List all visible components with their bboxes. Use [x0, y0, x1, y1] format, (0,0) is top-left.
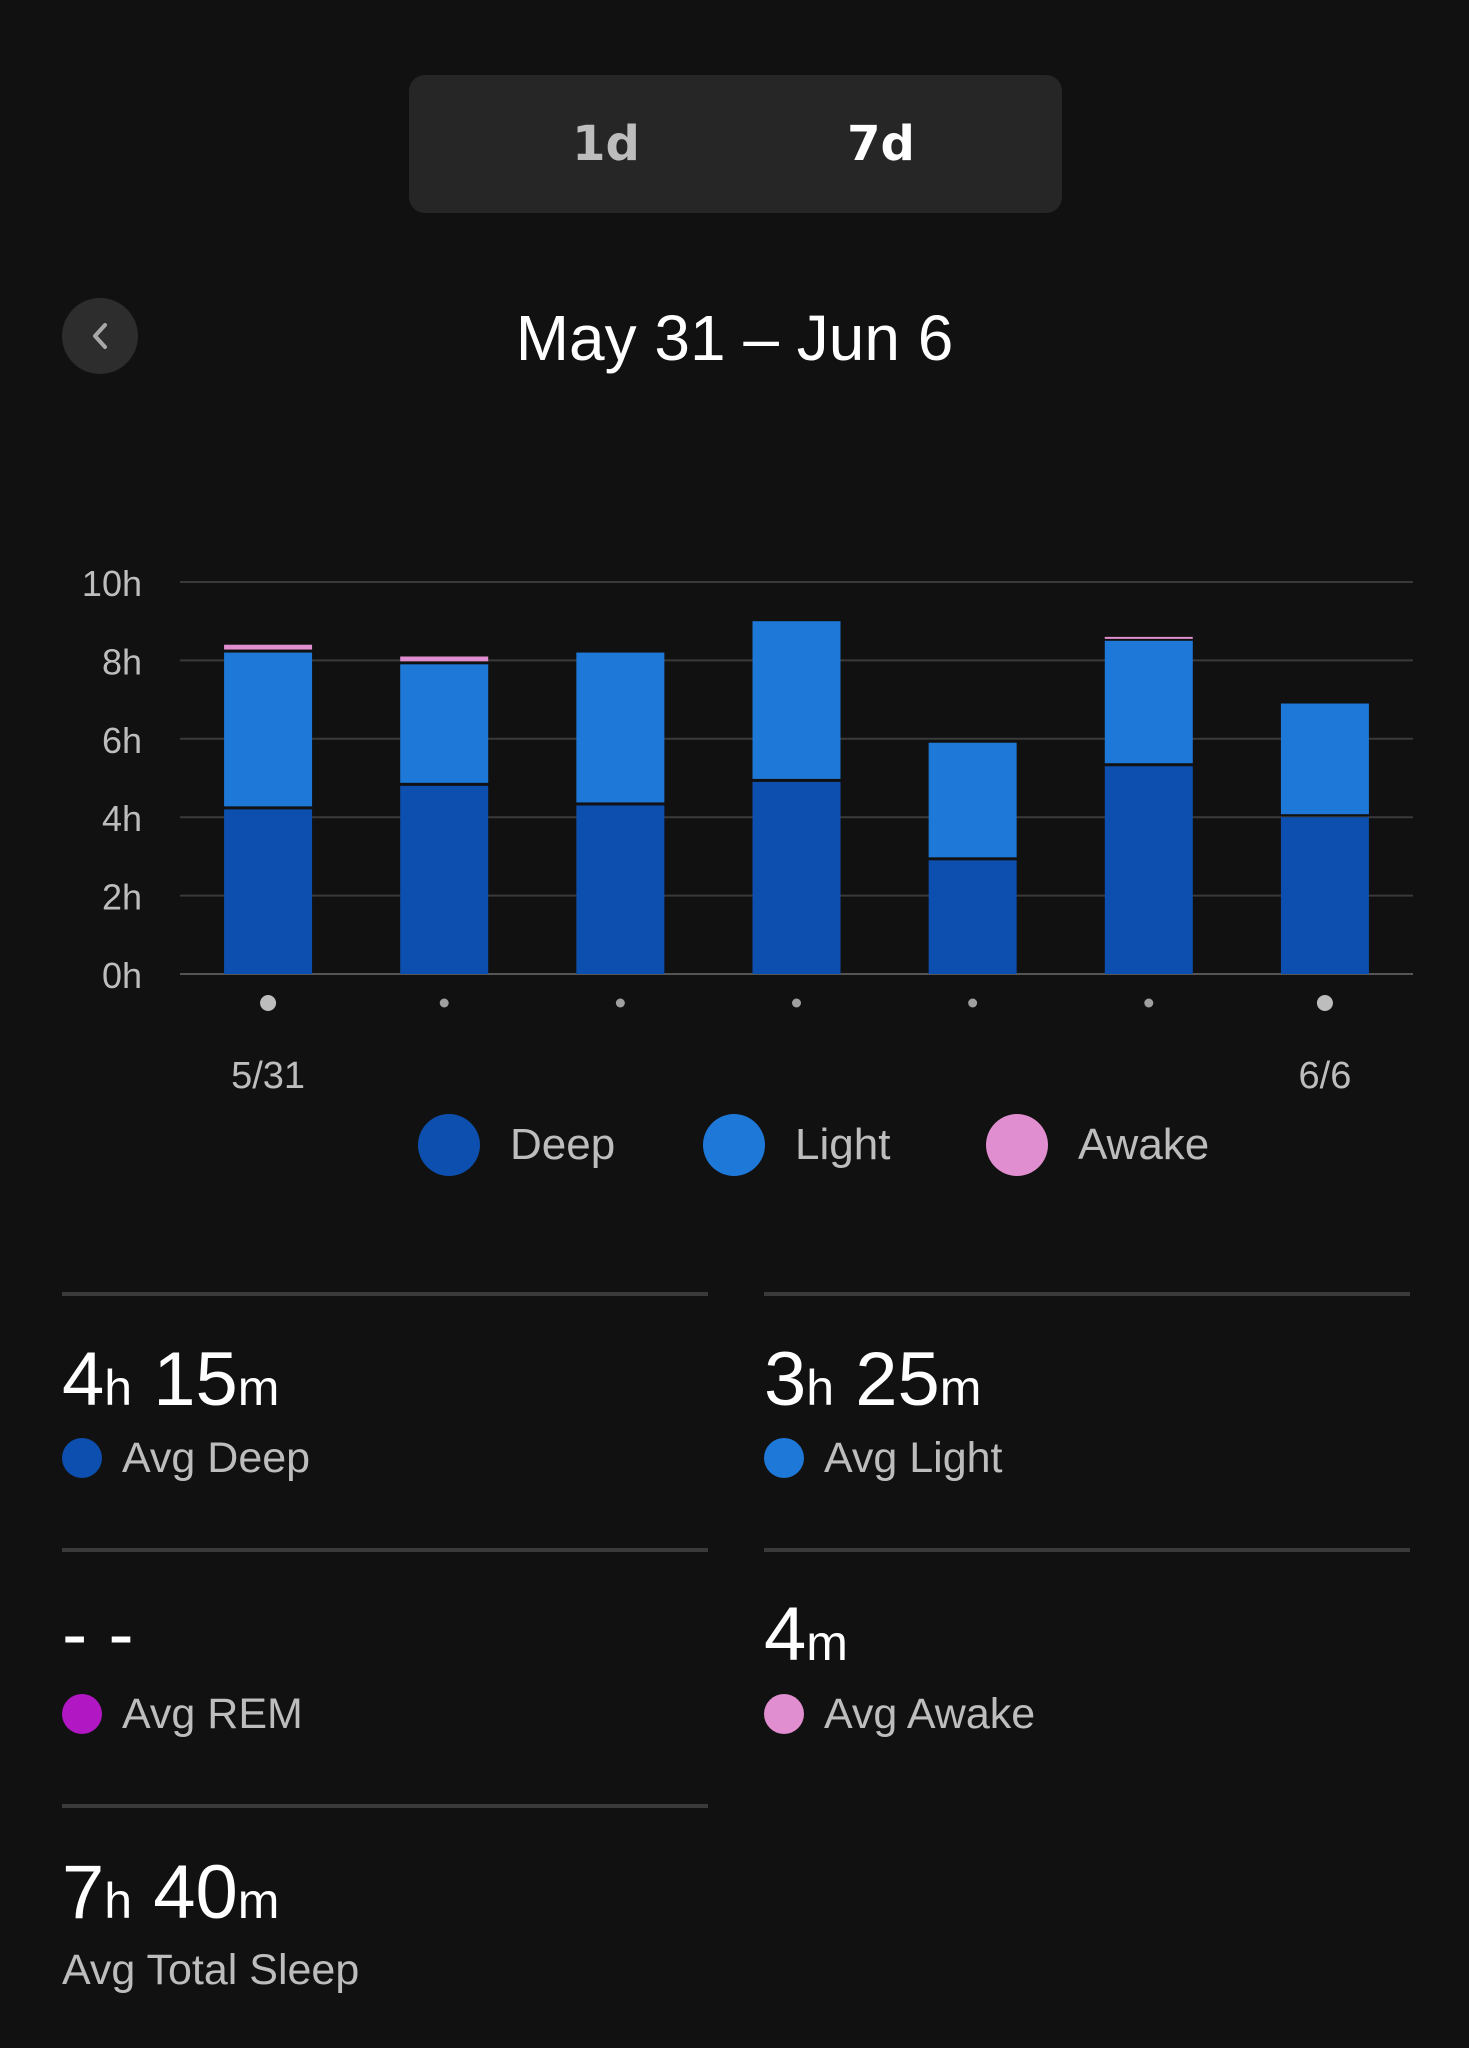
divider — [62, 1804, 708, 1808]
legend-awake: Awake — [986, 1110, 1209, 1180]
bar-light — [1104, 640, 1193, 764]
y-tick-label: 6h — [102, 720, 142, 761]
y-tick-label: 4h — [102, 798, 142, 839]
bar-light — [928, 742, 1017, 858]
bar-deep — [928, 860, 1017, 974]
avg-total-sleep-label: Avg Total Sleep — [62, 1945, 360, 1994]
bar-awake — [1104, 636, 1193, 639]
legend-deep-label: Deep — [510, 1120, 616, 1169]
avg-total-sleep-value: 7h 40m — [62, 1850, 280, 1935]
divider — [764, 1292, 1410, 1296]
bar-light — [576, 652, 665, 803]
bar-deep — [576, 805, 665, 974]
x-tick-label: 6/6 — [1299, 1055, 1352, 1097]
avg-deep-label: Avg Deep — [62, 1430, 310, 1486]
y-tick-label: 10h — [82, 563, 142, 604]
avg-rem-label: Avg REM — [62, 1686, 303, 1742]
bar-light — [1280, 703, 1369, 815]
avg-light-value: 3h 25m — [764, 1337, 982, 1422]
legend-light-label: Light — [795, 1120, 891, 1169]
deep-dot-icon — [418, 1114, 480, 1176]
day-dot — [968, 998, 978, 1008]
day-dot — [1316, 995, 1333, 1011]
divider — [62, 1548, 708, 1552]
avg-awake-value: 4m — [764, 1592, 848, 1677]
legend-deep: Deep — [418, 1110, 615, 1180]
y-tick-label: 0h — [102, 955, 142, 996]
bar-light — [224, 652, 313, 807]
rem-dot-icon — [62, 1694, 102, 1734]
divider — [62, 1292, 708, 1296]
date-range-title: May 31 – Jun 6 — [515, 302, 954, 374]
awake-dot-icon — [986, 1114, 1048, 1176]
avg-deep-value: 4h 15m — [62, 1337, 280, 1422]
light-dot-icon — [764, 1438, 804, 1478]
y-tick-label: 2h — [102, 877, 142, 918]
bar-deep — [752, 781, 841, 974]
bar-light — [752, 621, 841, 779]
bar-light — [400, 664, 489, 783]
y-tick-label: 8h — [102, 641, 142, 682]
day-dot — [260, 995, 277, 1011]
divider — [764, 1548, 1410, 1552]
bar-deep — [1280, 817, 1369, 974]
x-tick-label: 5/31 — [231, 1055, 305, 1097]
legend-awake-label: Awake — [1078, 1120, 1210, 1169]
range-option-1d[interactable]: 1d — [572, 116, 640, 172]
awake-dot-icon — [764, 1694, 804, 1734]
day-dot — [439, 998, 449, 1008]
day-dot — [792, 998, 801, 1008]
legend-light: Light — [703, 1110, 890, 1180]
day-dot — [1144, 998, 1154, 1008]
day-dot — [615, 998, 625, 1008]
back-button[interactable] — [62, 298, 138, 374]
sleep-stages-chart: 10h 8h 6h 4h 2h 0h 5/31 6/6 — [82, 563, 1413, 1097]
avg-light-label: Avg Light — [764, 1430, 1003, 1486]
bar-deep — [1104, 766, 1193, 974]
bar-deep — [400, 785, 489, 974]
light-dot-icon — [703, 1114, 765, 1176]
bar-awake — [400, 656, 489, 662]
range-toggle: 1d 7d — [409, 75, 1062, 213]
chevron-left-icon — [93, 323, 107, 349]
range-option-7d[interactable]: 7d — [847, 116, 915, 172]
bar-awake — [224, 644, 313, 650]
avg-awake-label: Avg Awake — [764, 1686, 1035, 1742]
avg-rem-value: - - — [62, 1592, 134, 1677]
deep-dot-icon — [62, 1438, 102, 1478]
bar-deep — [224, 809, 313, 974]
